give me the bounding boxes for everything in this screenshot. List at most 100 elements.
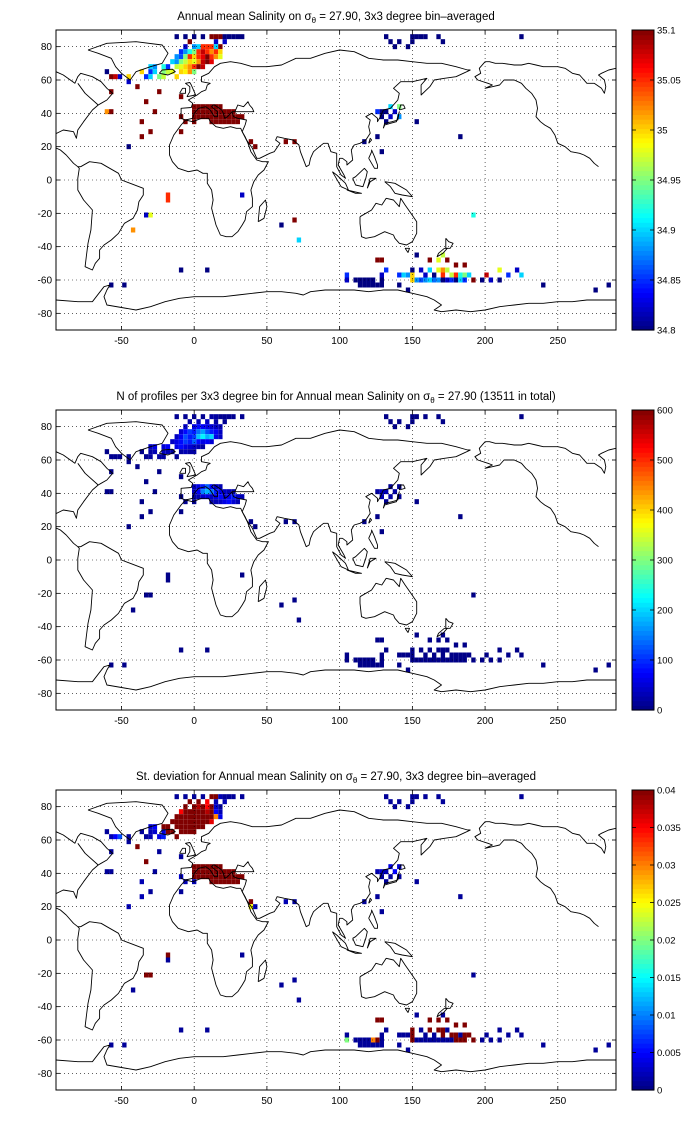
data-cell: [440, 252, 446, 258]
y-tick-label: 20: [41, 522, 53, 533]
data-cell: [209, 494, 214, 500]
data-cell: [122, 662, 127, 668]
coastline: [352, 547, 368, 568]
colorbar-segment: [632, 456, 654, 463]
data-cell: [379, 652, 384, 658]
data-cell: [484, 272, 489, 278]
colorbar-segment: [632, 278, 654, 284]
data-cell: [222, 494, 227, 500]
coastline: [185, 484, 233, 501]
data-cell: [209, 424, 214, 430]
colorbar: 0 100 200 300 400 500 600: [631, 406, 673, 717]
colorbar-segment: [632, 954, 654, 960]
data-cell: [418, 1027, 424, 1033]
data-cell: [379, 489, 384, 495]
data-cell: [165, 829, 171, 835]
data-cell: [200, 804, 206, 810]
data-cell: [423, 34, 428, 40]
data-cell: [183, 44, 188, 50]
data-cell: [462, 642, 467, 648]
data-cell: [144, 212, 149, 218]
data-cell: [200, 34, 206, 40]
colorbar-segment: [632, 1075, 654, 1082]
data-cell: [497, 647, 502, 653]
chart-title: Annual mean Salinity on σθ = 27.90, 3x3 …: [177, 11, 495, 25]
data-cell: [174, 439, 179, 445]
data-cell: [436, 257, 441, 263]
data-cell: [196, 59, 201, 65]
colorbar-segment: [632, 700, 654, 706]
data-cell: [192, 439, 197, 445]
data-cell: [165, 64, 171, 70]
data-cell: [174, 54, 179, 60]
data-cell: [432, 1037, 437, 1043]
colorbar-tick-label: 0.02: [657, 936, 676, 947]
data-cell: [183, 119, 188, 125]
coastline: [366, 557, 377, 569]
data-cell: [379, 662, 384, 668]
y-tick-label: -20: [38, 589, 53, 600]
data-cell: [484, 652, 489, 658]
data-cell: [178, 49, 184, 55]
data-cell: [109, 869, 114, 875]
data-cell: [205, 494, 210, 500]
data-cell: [192, 794, 197, 800]
data-cell: [440, 1027, 446, 1033]
colorbar-segment: [632, 315, 654, 322]
data-cell: [113, 74, 118, 80]
data-cell: [222, 114, 227, 120]
colorbar-segment: [632, 226, 654, 233]
colorbar-segment: [632, 879, 654, 885]
data-cell: [392, 44, 398, 50]
data-cell: [436, 414, 441, 420]
colorbar-segment: [632, 1038, 654, 1044]
data-cell: [370, 657, 376, 663]
colorbar-segment: [632, 986, 654, 993]
colorbar-segment: [632, 311, 654, 317]
data-cell: [192, 829, 197, 835]
coastline: [368, 137, 373, 144]
data-cell: [209, 814, 214, 820]
data-cell: [375, 282, 380, 288]
colorbar-segment: [632, 874, 654, 880]
x-tick-label: 150: [404, 716, 421, 727]
colorbar-segment: [632, 95, 654, 101]
title-suffix: = 27.90, 3x3 degree bin–averaged: [357, 771, 536, 783]
colorbar-tick-label: 35: [657, 126, 668, 137]
data-cell: [445, 657, 450, 663]
data-cell: [178, 809, 184, 815]
colorbar-segment: [632, 635, 654, 641]
data-cell: [174, 819, 179, 825]
data-cell: [606, 662, 611, 668]
coastline: [404, 1007, 410, 1013]
data-cell: [183, 809, 188, 815]
coastlines: [56, 421, 616, 693]
data-cell: [283, 899, 288, 905]
coastline: [445, 618, 454, 629]
data-cell: [187, 799, 192, 805]
colorbar-segment: [632, 1033, 654, 1040]
data-cell: [192, 54, 197, 60]
data-cell: [414, 119, 419, 125]
colorbar-segment: [632, 461, 654, 467]
data-cell: [209, 119, 214, 125]
data-cell: [174, 64, 179, 70]
data-cell: [226, 414, 232, 420]
data-cell: [397, 799, 402, 805]
data-cell: [152, 449, 158, 455]
colorbar-tick-label: 0.015: [657, 973, 681, 984]
colorbar-tick-label: 100: [657, 656, 673, 667]
coastline: [231, 449, 471, 559]
colorbar-segment: [632, 105, 654, 111]
data-cell: [165, 444, 171, 450]
colorbar-segment: [632, 114, 654, 120]
data-cell: [436, 657, 441, 663]
data-cell: [196, 799, 201, 805]
data-cell: [379, 1017, 384, 1023]
data-cell: [196, 419, 201, 425]
coastline: [384, 181, 413, 198]
data-cell: [183, 804, 188, 810]
colorbar-segment: [632, 963, 654, 969]
data-cell: [379, 869, 384, 875]
coastline: [180, 49, 471, 121]
